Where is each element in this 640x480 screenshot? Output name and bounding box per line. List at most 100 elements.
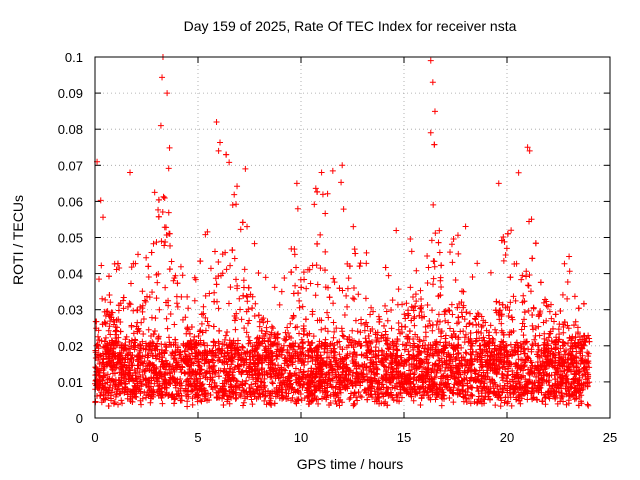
data-point (197, 379, 204, 386)
data-point (490, 359, 497, 366)
data-point (354, 397, 361, 404)
data-point (450, 235, 457, 242)
data-point (152, 315, 159, 322)
data-point (244, 223, 251, 230)
data-point (518, 385, 525, 392)
data-point (438, 328, 445, 335)
data-point (232, 395, 239, 402)
data-point (408, 363, 415, 370)
data-point (546, 377, 553, 384)
data-point (487, 365, 494, 372)
data-point (430, 281, 437, 288)
data-point (324, 382, 331, 389)
data-point (431, 361, 438, 368)
data-point (514, 365, 521, 372)
data-point (287, 320, 294, 327)
data-point (274, 353, 281, 360)
data-point (384, 317, 391, 324)
data-point (551, 393, 558, 400)
data-point (129, 372, 136, 379)
data-point (215, 273, 222, 280)
data-point (472, 370, 479, 377)
data-point (343, 292, 350, 299)
data-point (511, 348, 518, 355)
data-point (560, 398, 567, 405)
y-tick-label: 0.09 (58, 86, 83, 101)
x-axis-label: GPS time / hours (296, 456, 404, 472)
data-point (532, 240, 539, 247)
data-point (158, 238, 165, 245)
data-point (388, 307, 395, 314)
data-point (455, 365, 462, 372)
data-point (520, 363, 527, 370)
data-point (313, 356, 320, 363)
data-point (529, 396, 536, 403)
data-point (199, 329, 206, 336)
data-point (225, 352, 232, 359)
data-point (195, 340, 202, 347)
data-point (581, 364, 588, 371)
data-point (127, 280, 134, 287)
data-point (491, 348, 498, 355)
data-point (548, 338, 555, 345)
data-point (165, 209, 172, 216)
data-point (331, 279, 338, 286)
data-point (169, 374, 176, 381)
data-point (232, 383, 239, 390)
data-point (395, 286, 402, 293)
data-point (227, 355, 234, 362)
data-point (313, 262, 320, 269)
data-point (395, 320, 402, 327)
data-point (469, 274, 476, 281)
data-point (467, 383, 474, 390)
data-point (418, 296, 425, 303)
data-point (542, 401, 549, 408)
data-point (246, 317, 253, 324)
data-point (457, 360, 464, 367)
data-point (246, 361, 253, 368)
data-point (236, 295, 243, 302)
data-point (441, 395, 448, 402)
data-point (419, 358, 426, 365)
data-point (324, 190, 331, 197)
data-point (224, 328, 231, 335)
data-point (545, 303, 552, 310)
data-point (167, 242, 174, 249)
data-point (148, 367, 155, 374)
data-point (158, 373, 165, 380)
data-point (467, 392, 474, 399)
data-point (233, 201, 240, 208)
data-point (287, 357, 294, 364)
data-point (428, 237, 435, 244)
data-point (313, 345, 320, 352)
data-point (518, 356, 525, 363)
data-point (445, 307, 452, 314)
data-point (413, 365, 420, 372)
y-tick-label: 0.07 (58, 158, 83, 173)
data-point (298, 360, 305, 367)
data-point (578, 344, 585, 351)
data-point (474, 351, 481, 358)
data-point (245, 340, 252, 347)
data-point (551, 372, 558, 379)
data-point (463, 398, 470, 405)
data-point (155, 213, 162, 220)
data-point (230, 340, 237, 347)
data-point (215, 305, 222, 312)
data-point (272, 393, 279, 400)
data-point (158, 388, 165, 395)
data-point (559, 393, 566, 400)
data-point (476, 367, 483, 374)
data-point (228, 344, 235, 351)
data-point (382, 331, 389, 338)
data-point (178, 293, 185, 300)
data-point (255, 270, 262, 277)
data-point (580, 332, 587, 339)
data-point (325, 376, 332, 383)
y-tick-label: 0.08 (58, 122, 83, 137)
data-point (217, 385, 224, 392)
data-point (263, 355, 270, 362)
data-point (256, 334, 263, 341)
data-point (493, 371, 500, 378)
data-point (215, 367, 222, 374)
